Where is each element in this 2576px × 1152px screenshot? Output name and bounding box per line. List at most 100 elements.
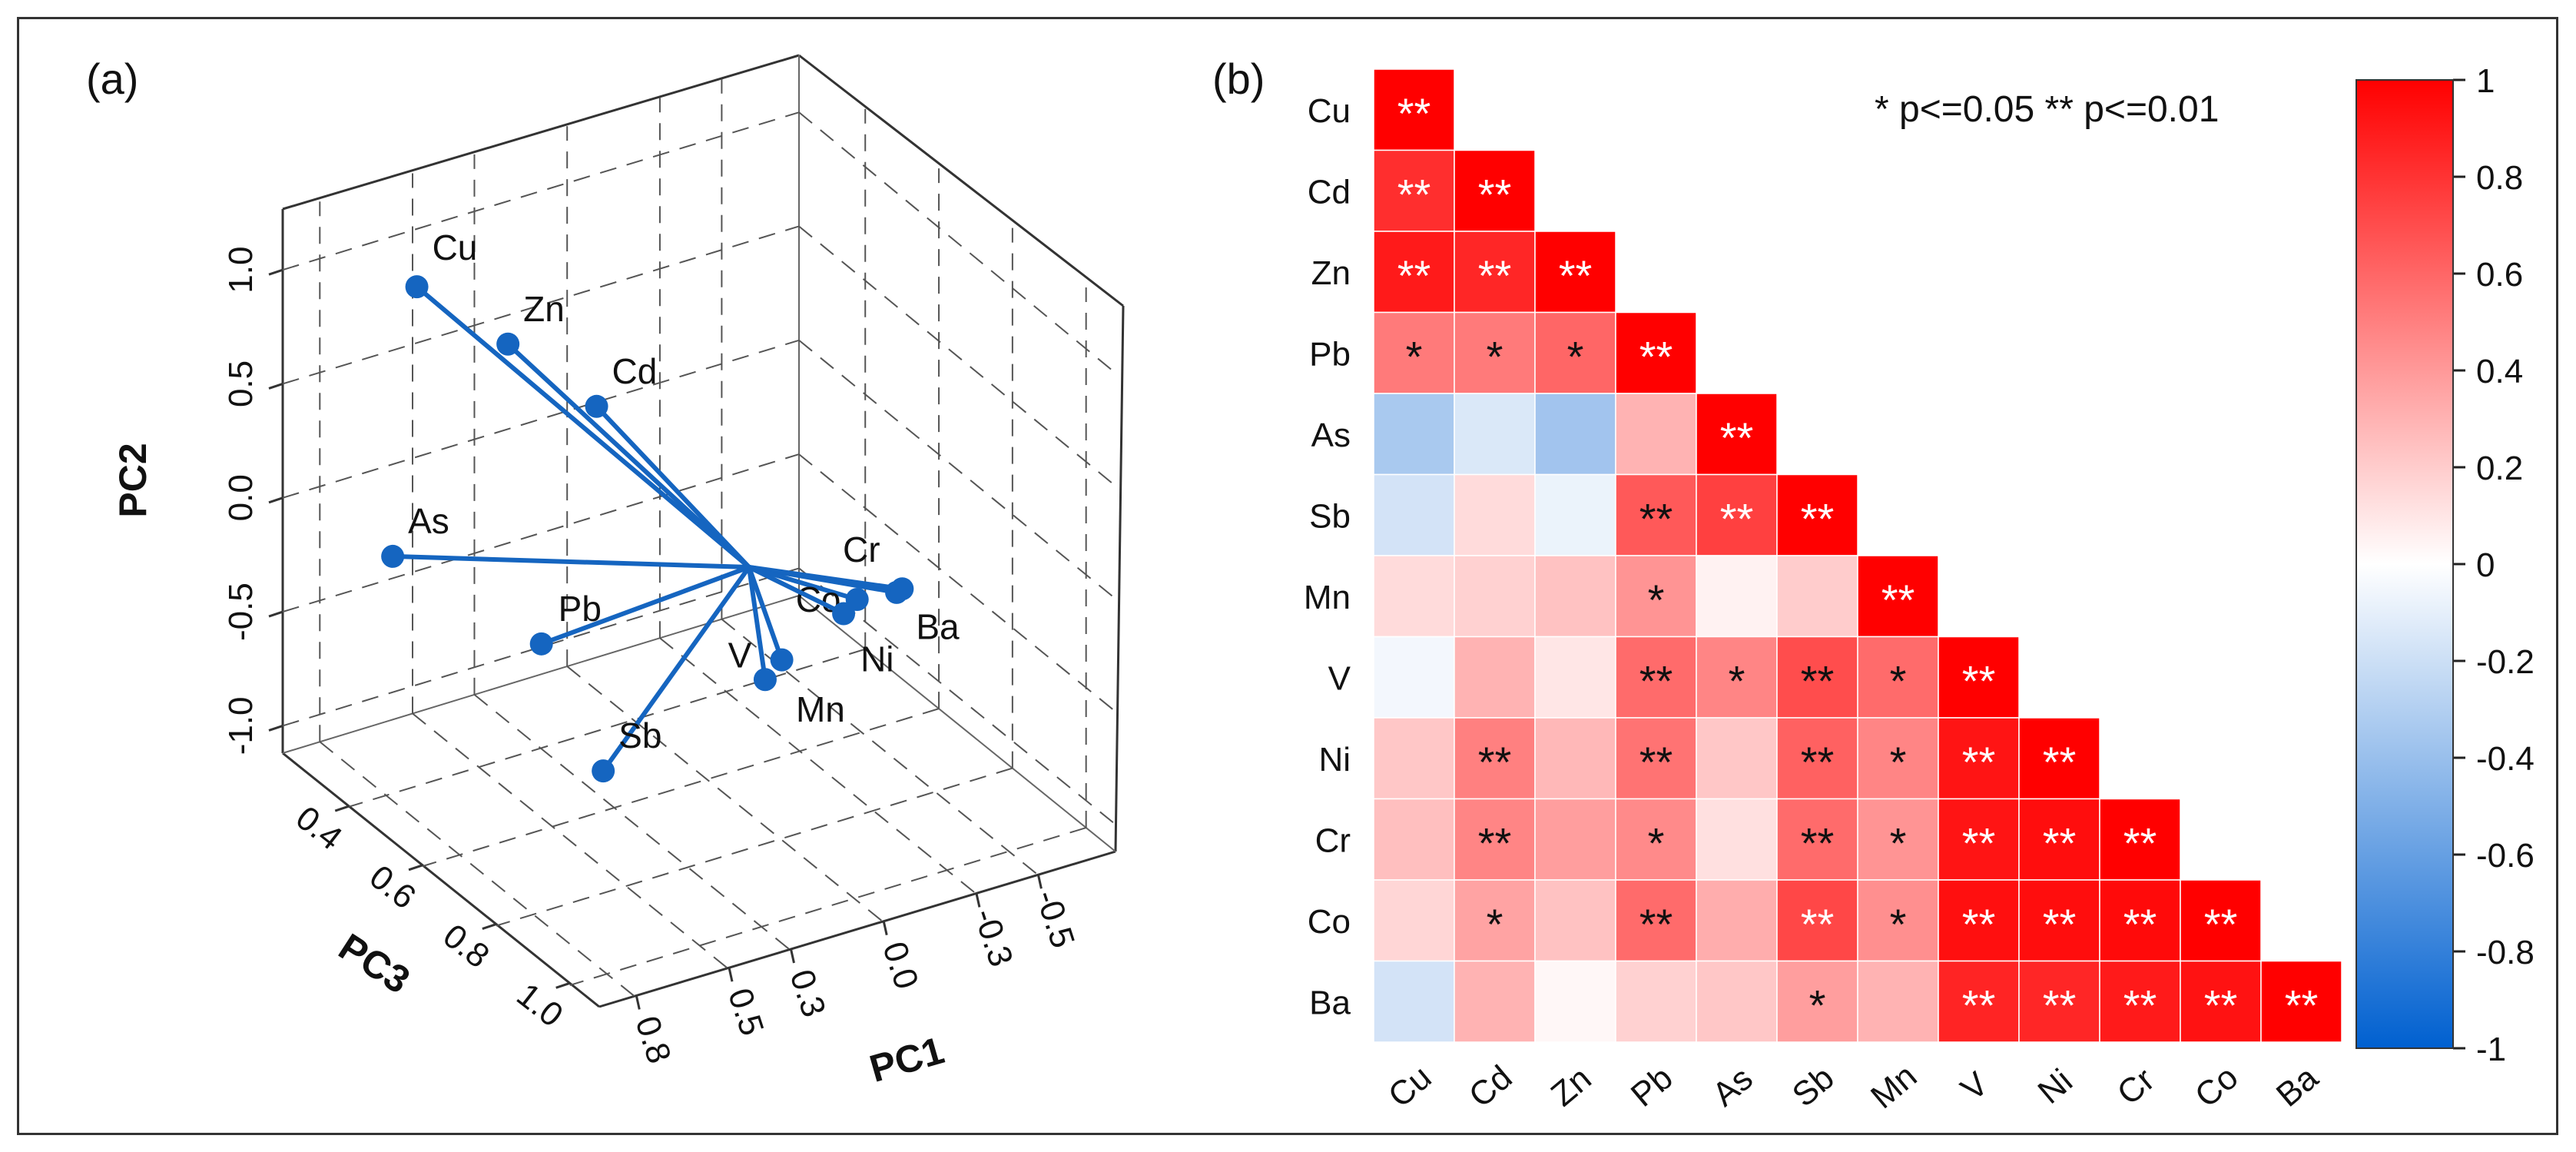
cell-ni-v: **: [1938, 717, 2020, 800]
pc1-tick-label: -0.5: [1028, 885, 1082, 952]
pc2-tick-label: 1.0: [222, 247, 260, 294]
loading-as: As: [381, 501, 750, 569]
figure-frame: [17, 17, 2558, 1135]
cell-cu-cu: **: [1373, 68, 1455, 151]
cell-cr-v: **: [1938, 798, 2020, 881]
significance-mark: **: [1801, 818, 1835, 867]
cell-fill: [1373, 960, 1455, 1043]
cell-zn-zn: **: [1534, 231, 1616, 314]
row-label: Pb: [1309, 335, 1351, 373]
significance-mark: **: [1639, 738, 1673, 786]
vector-line: [747, 566, 784, 661]
pc1-tick-label: 0.5: [721, 984, 771, 1040]
significance-mark: **: [2123, 981, 2157, 1029]
significance-mark: *: [1890, 818, 1907, 867]
cell-fill: [1454, 636, 1536, 719]
cell-fill: [1373, 393, 1455, 476]
cell-ba-pb: [1615, 960, 1697, 1043]
significance-mark: *: [1567, 332, 1584, 380]
significance-mark: **: [1962, 656, 1996, 705]
vector-label: Zn: [523, 289, 565, 329]
vector-label: Mn: [796, 689, 845, 729]
row-label: Cu: [1308, 92, 1351, 130]
significance-mark: *: [1809, 981, 1826, 1029]
significance-mark: **: [1559, 251, 1593, 300]
vector-point: [890, 577, 914, 601]
significance-mark: **: [1478, 170, 1512, 218]
significance-mark: **: [2123, 818, 2157, 867]
pc1-tick-labels: 0.8 0.5 0.3 0.0 -0.3 -0.5: [628, 874, 1082, 1068]
cell-cr-sb: **: [1776, 798, 1858, 881]
cell-fill: [1373, 717, 1455, 800]
vector-line: [393, 553, 750, 569]
pc1-axis-title: PC1: [865, 1028, 949, 1091]
cell-fill: [1534, 555, 1616, 638]
significance-mark: **: [1962, 900, 1996, 948]
cell-fill: [1615, 960, 1697, 1043]
heatmap-cells: **** **** ** *** * * ****** ** *** **** * ** * **** **…: [1373, 68, 2342, 1043]
cell-fill: [1373, 473, 1455, 556]
row-label: V: [1328, 659, 1351, 697]
vector-label: Cd: [612, 351, 658, 391]
significance-legend: * p<=0.05 ** p<=0.01: [1875, 89, 2219, 130]
row-labels: Cu Cd Zn Pb As Sb Mn V Ni Cr Co Ba: [1304, 92, 1351, 1022]
significance-mark: **: [1881, 576, 1915, 624]
loading-v: V: [728, 566, 794, 676]
pc1-tick-label: 0.8: [628, 1011, 678, 1067]
significance-mark: **: [2043, 738, 2077, 786]
cell-cr-cd: **: [1454, 798, 1536, 881]
significance-mark: *: [1487, 900, 1503, 948]
cell-fill: [1373, 555, 1455, 638]
loading-cd: Cd: [585, 351, 751, 569]
cell-co-sb: **: [1776, 879, 1858, 962]
colorbar-tick-label: -0.4: [2476, 740, 2535, 778]
row-label: Ba: [1309, 984, 1351, 1021]
cell-mn-as: [1696, 555, 1778, 638]
cell-v-cu: [1373, 636, 1455, 719]
vector-line: [748, 565, 858, 602]
significance-mark: **: [2285, 981, 2319, 1029]
cell-fill: [1615, 798, 1697, 881]
significance-mark: **: [1639, 494, 1673, 543]
cell-fill: [1615, 393, 1697, 476]
pc2-tick-label: 0.0: [222, 474, 260, 521]
cell-pb-cd: *: [1454, 311, 1536, 394]
significance-mark: **: [1962, 981, 1996, 1029]
loading-ni: Ni: [748, 565, 894, 679]
cell-fill: [1454, 717, 1536, 800]
row-label: Zn: [1311, 254, 1351, 292]
correlation-heatmap: (b) * p<=0.05 ** p<=0.01 **** **** ** *** * *…: [1212, 55, 2535, 1116]
row-label: Co: [1308, 903, 1351, 941]
cell-co-as: [1696, 879, 1778, 962]
colorbar-tick-label: 0.6: [2476, 256, 2523, 294]
cell-fill: [2180, 960, 2262, 1043]
column-label: Co: [2188, 1058, 2246, 1115]
cell-co-pb: **: [1615, 879, 1697, 962]
cell-co-ni: **: [2018, 879, 2100, 962]
cell-ba-ba: **: [2260, 960, 2342, 1043]
cell-fill: [1696, 798, 1778, 881]
cell-as-as: **: [1696, 393, 1778, 476]
cell-ba-cd: [1454, 960, 1536, 1043]
cell-fill: [1615, 636, 1697, 719]
cell-mn-cu: [1373, 555, 1455, 638]
row-label: Cd: [1308, 173, 1351, 211]
pc2-axis-title: PC2: [111, 443, 154, 517]
cell-mn-sb: [1776, 555, 1858, 638]
cell-fill: [2099, 960, 2181, 1043]
colorbar: [2356, 80, 2453, 1048]
colorbar-tick-label: 0.8: [2476, 159, 2523, 197]
cell-fill: [1696, 393, 1778, 476]
column-label: Cd: [1462, 1058, 1520, 1115]
pc3-tick-label: 0.6: [363, 858, 423, 916]
significance-mark: **: [1720, 413, 1754, 462]
significance-mark: **: [2043, 981, 2077, 1029]
cell-fill: [1615, 311, 1697, 394]
cell-fill: [1534, 798, 1616, 881]
cell-fill: [1938, 798, 2020, 881]
cell-fill: [1534, 473, 1616, 556]
pca-3d-plot: (a) -1.0-0.50.00.51.0 0.40.60.81.0 0.8 0.…: [86, 54, 1125, 1091]
colorbar-tick-label: -1: [2476, 1031, 2506, 1068]
cell-mn-zn: [1534, 555, 1616, 638]
row-label: Mn: [1304, 579, 1351, 616]
